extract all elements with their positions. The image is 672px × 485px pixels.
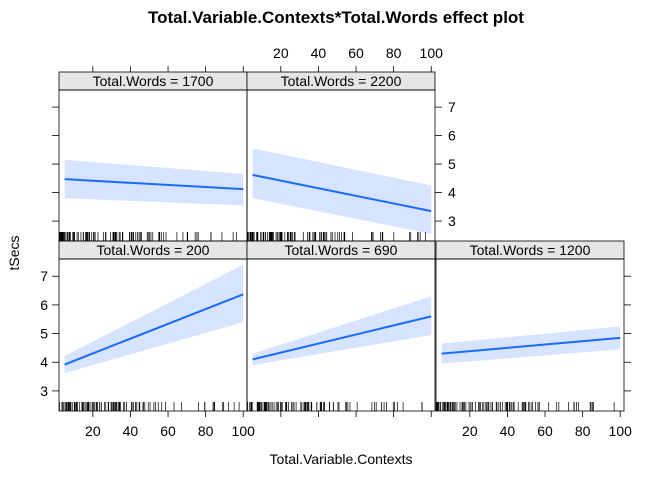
panel-5: Total.Words = 2200 20 40 60 80 100 3 4 5 6 7 [246,45,456,242]
rug [436,402,615,411]
strip-label: Total.Words = 1200 [470,242,591,258]
x-tick-label: 60 [348,45,364,61]
x-tick-label: 60 [160,423,176,439]
panel-border [435,258,625,412]
x-tick-label: 60 [537,423,553,439]
x-tick-label: 100 [232,423,256,439]
y-tick-label: 6 [448,128,456,144]
confidence-band [64,264,244,374]
x-axis-label: Total.Variable.Contexts [270,451,413,467]
effect-line [441,336,621,355]
y-tick-label: 3 [448,213,456,229]
y-tick-label: 4 [448,185,456,201]
panel-border [246,89,436,242]
y-tick-label: 7 [40,268,48,284]
plot-area [247,148,432,241]
panel-4: Total.Words = 1700 [52,66,248,242]
x-tick-label: 80 [386,45,402,61]
x-tick-label: 80 [575,423,591,439]
panel-1: Total.Words = 200 20 40 60 80 100 3 4 5 6 7 [40,240,256,439]
plot-area [436,326,621,411]
effect-line [64,178,244,191]
plot-area [59,264,244,411]
strip-label: Total.Words = 2200 [281,73,402,89]
panel-border [246,258,436,412]
x-tick-label: 80 [198,423,214,439]
effect-line [64,293,244,366]
rug [247,232,426,241]
effect-line [252,173,432,213]
y-tick-label: 4 [40,354,48,370]
x-tick-label: 20 [273,45,289,61]
chart-title: Total.Variable.Contexts*Total.Words effe… [148,8,524,27]
y-tick-label: 7 [448,99,456,115]
y-axis-label: tSecs [6,235,22,270]
x-tick-label: 40 [500,423,516,439]
strip-label: Total.Words = 1700 [93,73,214,89]
y-tick-label: 6 [40,297,48,313]
strip-label: Total.Words = 690 [285,242,398,258]
x-tick-label: 100 [420,45,444,61]
confidence-band [252,148,432,234]
rug [59,232,237,241]
strip-label: Total.Words = 200 [97,242,210,258]
x-tick-label: 20 [85,423,101,439]
panel-3: Total.Words = 1200 20 40 60 80 100 [435,240,633,439]
plot-area [59,159,244,241]
x-tick-label: 100 [609,423,633,439]
rug [59,402,240,411]
y-tick-label: 3 [40,383,48,399]
rug [247,402,423,411]
x-tick-label: 20 [462,423,478,439]
confidence-band [64,159,244,206]
y-tick-label: 5 [40,326,48,342]
x-tick-label: 40 [311,45,327,61]
x-tick-label: 40 [123,423,139,439]
effect-line [252,315,432,361]
confidence-band [252,296,432,366]
y-tick-label: 5 [448,156,456,172]
plot-area [247,296,432,411]
panel-2: Total.Words = 690 [246,240,436,417]
